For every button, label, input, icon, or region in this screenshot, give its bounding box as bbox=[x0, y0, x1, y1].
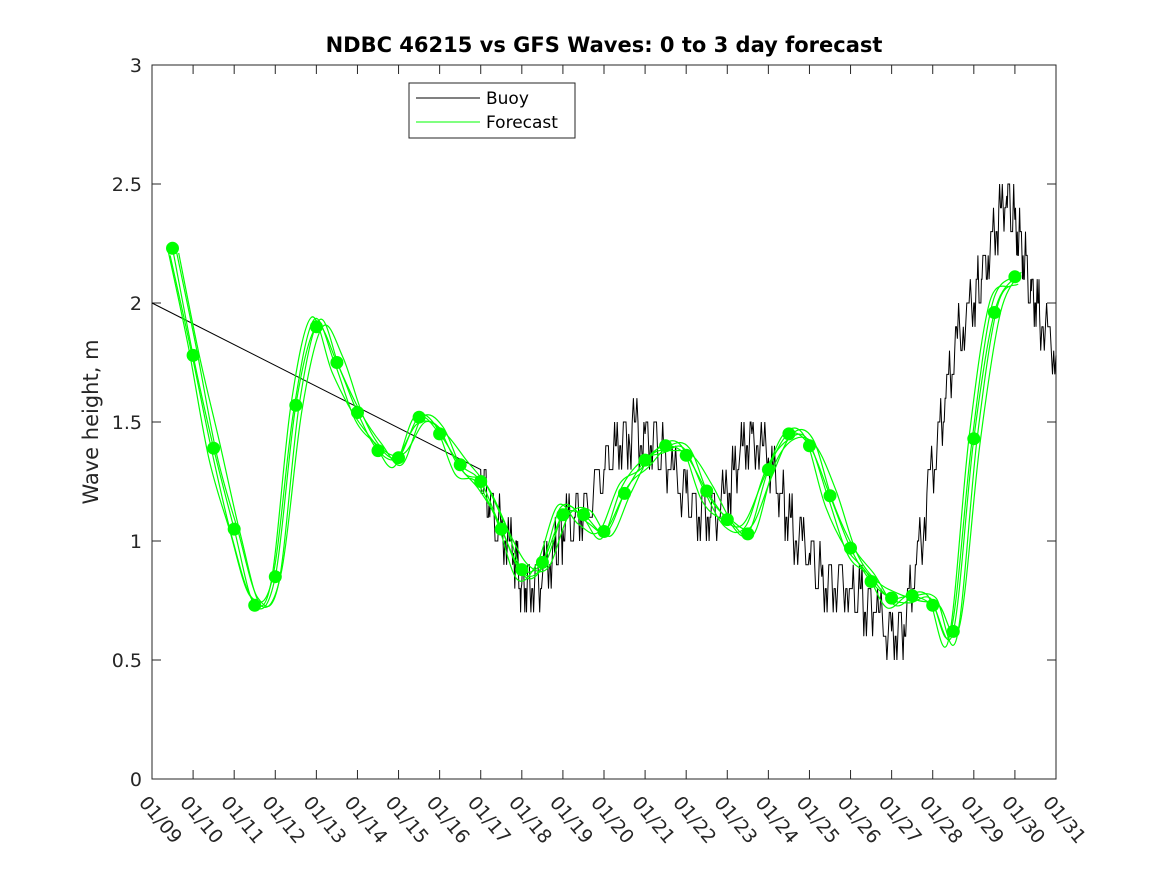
forecast-marker bbox=[905, 589, 919, 603]
forecast-marker bbox=[577, 508, 590, 522]
y-tick-label: 1 bbox=[130, 531, 142, 553]
forecast-marker bbox=[638, 453, 652, 467]
y-tick-label: 3 bbox=[130, 55, 142, 77]
forecast-marker bbox=[741, 527, 755, 541]
forecast-marker bbox=[330, 356, 344, 369]
legend-buoy-label: Buoy bbox=[486, 89, 529, 109]
forecast-marker bbox=[392, 451, 405, 465]
forecast-marker bbox=[371, 444, 385, 458]
data-series bbox=[151, 183, 1057, 661]
forecast-marker bbox=[720, 513, 734, 527]
forecast-marker bbox=[926, 598, 940, 612]
y-tick-label: 0.5 bbox=[112, 650, 142, 672]
forecast-marker bbox=[823, 489, 837, 503]
legend-forecast-label: Forecast bbox=[486, 113, 558, 133]
forecast-marker bbox=[987, 306, 1001, 319]
legend-box bbox=[408, 82, 576, 139]
forecast-marker bbox=[700, 484, 714, 498]
forecast-marker bbox=[268, 570, 282, 584]
forecast-marker bbox=[844, 541, 857, 555]
forecast-marker bbox=[494, 522, 508, 536]
forecast-marker bbox=[618, 486, 631, 500]
forecast-marker bbox=[433, 427, 447, 441]
forecast-marker bbox=[289, 398, 303, 412]
forecast-marker bbox=[761, 463, 775, 477]
legend: Buoy Forecast bbox=[408, 82, 576, 139]
forecast-marker bbox=[1008, 270, 1022, 284]
chart-title: NDBC 46215 vs GFS Waves: 0 to 3 day fore… bbox=[326, 33, 883, 57]
y-tick-label: 2.5 bbox=[112, 174, 142, 196]
forecast-marker bbox=[474, 475, 488, 488]
forecast-marker bbox=[597, 525, 611, 538]
forecast-marker bbox=[166, 241, 179, 255]
forecast-marker bbox=[679, 448, 693, 462]
y-tick-label: 0 bbox=[130, 769, 142, 791]
forecast-marker bbox=[803, 439, 816, 453]
forecast-marker bbox=[556, 508, 570, 522]
forecast-marker bbox=[967, 432, 981, 446]
forecast-marker bbox=[535, 555, 549, 569]
y-axis-label: Wave height, m bbox=[79, 339, 103, 504]
forecast-marker bbox=[309, 320, 323, 334]
forecast-marker bbox=[351, 406, 364, 419]
forecast-marker bbox=[453, 458, 467, 472]
forecast-marker bbox=[227, 522, 241, 536]
plot-area bbox=[151, 64, 1057, 780]
forecast-marker bbox=[207, 441, 221, 455]
forecast-marker bbox=[885, 591, 899, 605]
y-tick-label: 2 bbox=[130, 293, 142, 315]
forecast-marker bbox=[412, 410, 426, 424]
forecast-marker bbox=[946, 624, 960, 638]
y-tick-label: 1.5 bbox=[112, 412, 142, 434]
forecast-marker bbox=[659, 439, 673, 453]
forecast-marker bbox=[515, 563, 529, 577]
forecast-marker bbox=[864, 575, 878, 588]
forecast-line bbox=[178, 252, 1022, 636]
forecast-marker bbox=[248, 598, 262, 612]
forecast-marker bbox=[782, 427, 796, 441]
forecast-marker bbox=[186, 348, 200, 362]
